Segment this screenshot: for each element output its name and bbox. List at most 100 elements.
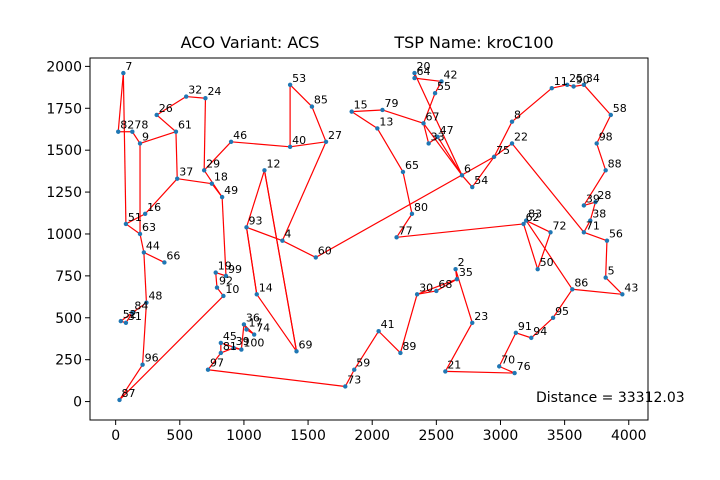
city-label: 70 [501,353,515,366]
city-label: 31 [128,310,142,323]
route-segment [396,213,413,238]
chart-title-tsp: TSP Name: kroC100 [393,33,553,52]
city-label: 59 [356,357,370,370]
city-label: 85 [314,94,328,107]
city-node [280,238,285,243]
x-tick-label: 1500 [290,428,326,444]
route-segment [498,332,517,367]
city-node [603,275,608,280]
route-segment [290,141,327,148]
city-label: 62 [526,211,540,224]
city-label: 8 [514,109,521,122]
city-node [343,384,348,389]
city-label: 52 [123,308,137,321]
city-node [218,350,224,356]
city-label: 17 [248,317,262,330]
city-label: 71 [586,219,600,232]
city-node [426,141,431,146]
route-segment [289,84,313,108]
city-label: 46 [233,129,247,142]
city-node [380,107,385,113]
city-label: 95 [555,305,569,318]
city-label: 30 [419,281,433,294]
y-tick-label: 2000 [46,59,82,75]
city-label: 75 [496,144,510,157]
city-label: 37 [179,166,193,179]
city-label: 49 [224,184,238,197]
city-label: 35 [459,266,473,279]
route-segment [144,178,178,215]
city-node [130,310,135,315]
route-segment [215,272,218,288]
city-label: 53 [292,72,306,85]
city-label: 80 [414,201,428,214]
x-tick-label: 4000 [611,428,647,444]
city-label: 25 [569,72,583,85]
city-node [570,287,575,292]
city-node [123,221,129,227]
city-node [412,75,417,81]
route-segment [434,81,443,94]
city-label: 11 [554,75,568,88]
city-label: 77 [399,224,413,237]
route-segment [351,109,383,113]
city-node [412,70,417,76]
city-node [571,84,576,89]
route-segment [515,332,532,339]
route-segment [119,295,224,401]
city-label: 14 [259,281,273,294]
route-segment [413,72,463,176]
route-segment [583,231,608,242]
city-node [123,320,129,325]
city-label: 13 [379,115,393,128]
city-label: 68 [438,278,452,291]
city-label: 92 [219,275,233,288]
route-segment [583,220,591,233]
city-label: 84 [134,300,148,313]
route-segment [139,131,177,145]
city-node [203,96,208,101]
city-node [509,119,515,124]
city-node [137,231,143,237]
city-node [251,332,257,337]
x-tick-label: 3000 [483,428,519,444]
city-nodes [116,70,625,403]
route-segment [572,288,623,295]
city-node [512,370,517,376]
route-segment [583,169,607,206]
city-node [453,266,458,272]
city-node [140,362,145,367]
route-segment [402,171,413,214]
route-lines [117,72,623,401]
city-label: 98 [599,130,613,143]
route-segment [221,197,227,276]
route-segment [156,96,187,116]
city-node [434,288,439,294]
city-node [294,349,299,354]
city-node [432,90,438,96]
city-node [142,211,148,217]
city-label: 86 [574,276,588,289]
city-label: 93 [248,214,262,227]
city-node [521,221,526,227]
city-label: 76 [517,360,531,373]
city-node [214,285,220,290]
distance-annotation: Distance = 33312.03 [536,390,685,406]
plot-area-frame [89,57,649,421]
city-label: 79 [384,97,398,110]
city-node [550,315,556,320]
city-node [414,292,420,297]
city-node [443,369,448,374]
city-label: 64 [417,65,431,78]
route-segment [281,141,327,241]
x-tick-label: 0 [111,428,120,444]
city-node [241,322,247,327]
city-node [228,139,234,144]
city-node [205,367,211,372]
city-label: 50 [540,256,554,269]
y-tick-label: 500 [55,311,82,327]
city-label: 91 [518,320,532,333]
city-node [352,367,357,372]
